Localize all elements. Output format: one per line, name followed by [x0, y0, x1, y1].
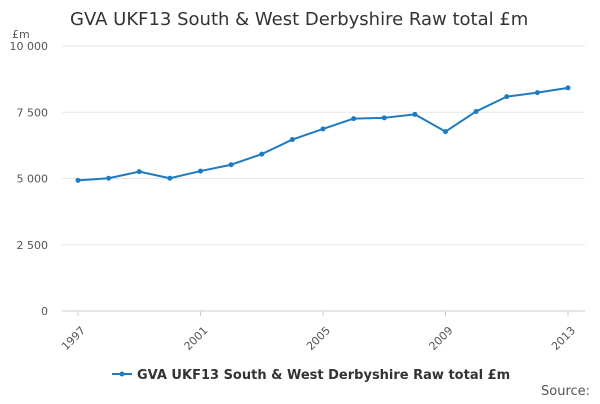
- legend-swatch-marker: [119, 371, 125, 377]
- y-axis-label: £m: [12, 28, 30, 41]
- data-point[interactable]: [289, 137, 295, 143]
- data-point[interactable]: [565, 85, 571, 91]
- gridlines: [62, 45, 585, 312]
- y-tick-label: 10 000: [10, 40, 49, 53]
- data-point[interactable]: [228, 162, 234, 168]
- data-point[interactable]: [534, 90, 540, 96]
- source-label: Source:: [541, 384, 590, 399]
- y-tick-label: 5 000: [17, 173, 49, 186]
- data-point[interactable]: [75, 177, 81, 183]
- legend[interactable]: GVA UKF13 South & West Derbyshire Raw to…: [112, 368, 510, 383]
- series-layer: [75, 85, 571, 183]
- data-point[interactable]: [106, 175, 112, 181]
- x-tick-label: 2001: [182, 324, 211, 353]
- data-point[interactable]: [504, 94, 510, 100]
- chart-title: GVA UKF13 South & West Derbyshire Raw to…: [70, 9, 528, 30]
- x-tick-label: 1997: [59, 324, 88, 353]
- y-tick-label: 7 500: [17, 106, 49, 119]
- x-tick-label: 2005: [304, 324, 333, 353]
- x-axis-ticks: 1997 2001 2005 2009 2013: [59, 311, 578, 353]
- data-point[interactable]: [198, 168, 203, 174]
- x-tick-label: 2009: [427, 324, 456, 353]
- legend-item-label: GVA UKF13 South & West Derbyshire Raw to…: [137, 368, 510, 383]
- y-tick-label: 2 500: [17, 239, 49, 252]
- data-point[interactable]: [259, 151, 265, 157]
- y-tick-label: 0: [41, 305, 48, 318]
- data-point[interactable]: [381, 115, 387, 121]
- data-point[interactable]: [167, 175, 173, 181]
- data-point[interactable]: [320, 126, 326, 132]
- series-line: [77, 86, 569, 182]
- x-tick-label: 2013: [549, 324, 578, 353]
- data-point[interactable]: [412, 111, 418, 117]
- data-point[interactable]: [473, 108, 479, 114]
- y-axis-ticks: 0 2 500 5 000 7 500 10 000: [10, 40, 49, 318]
- data-point[interactable]: [136, 169, 142, 175]
- data-point[interactable]: [443, 129, 448, 135]
- data-point[interactable]: [351, 116, 357, 122]
